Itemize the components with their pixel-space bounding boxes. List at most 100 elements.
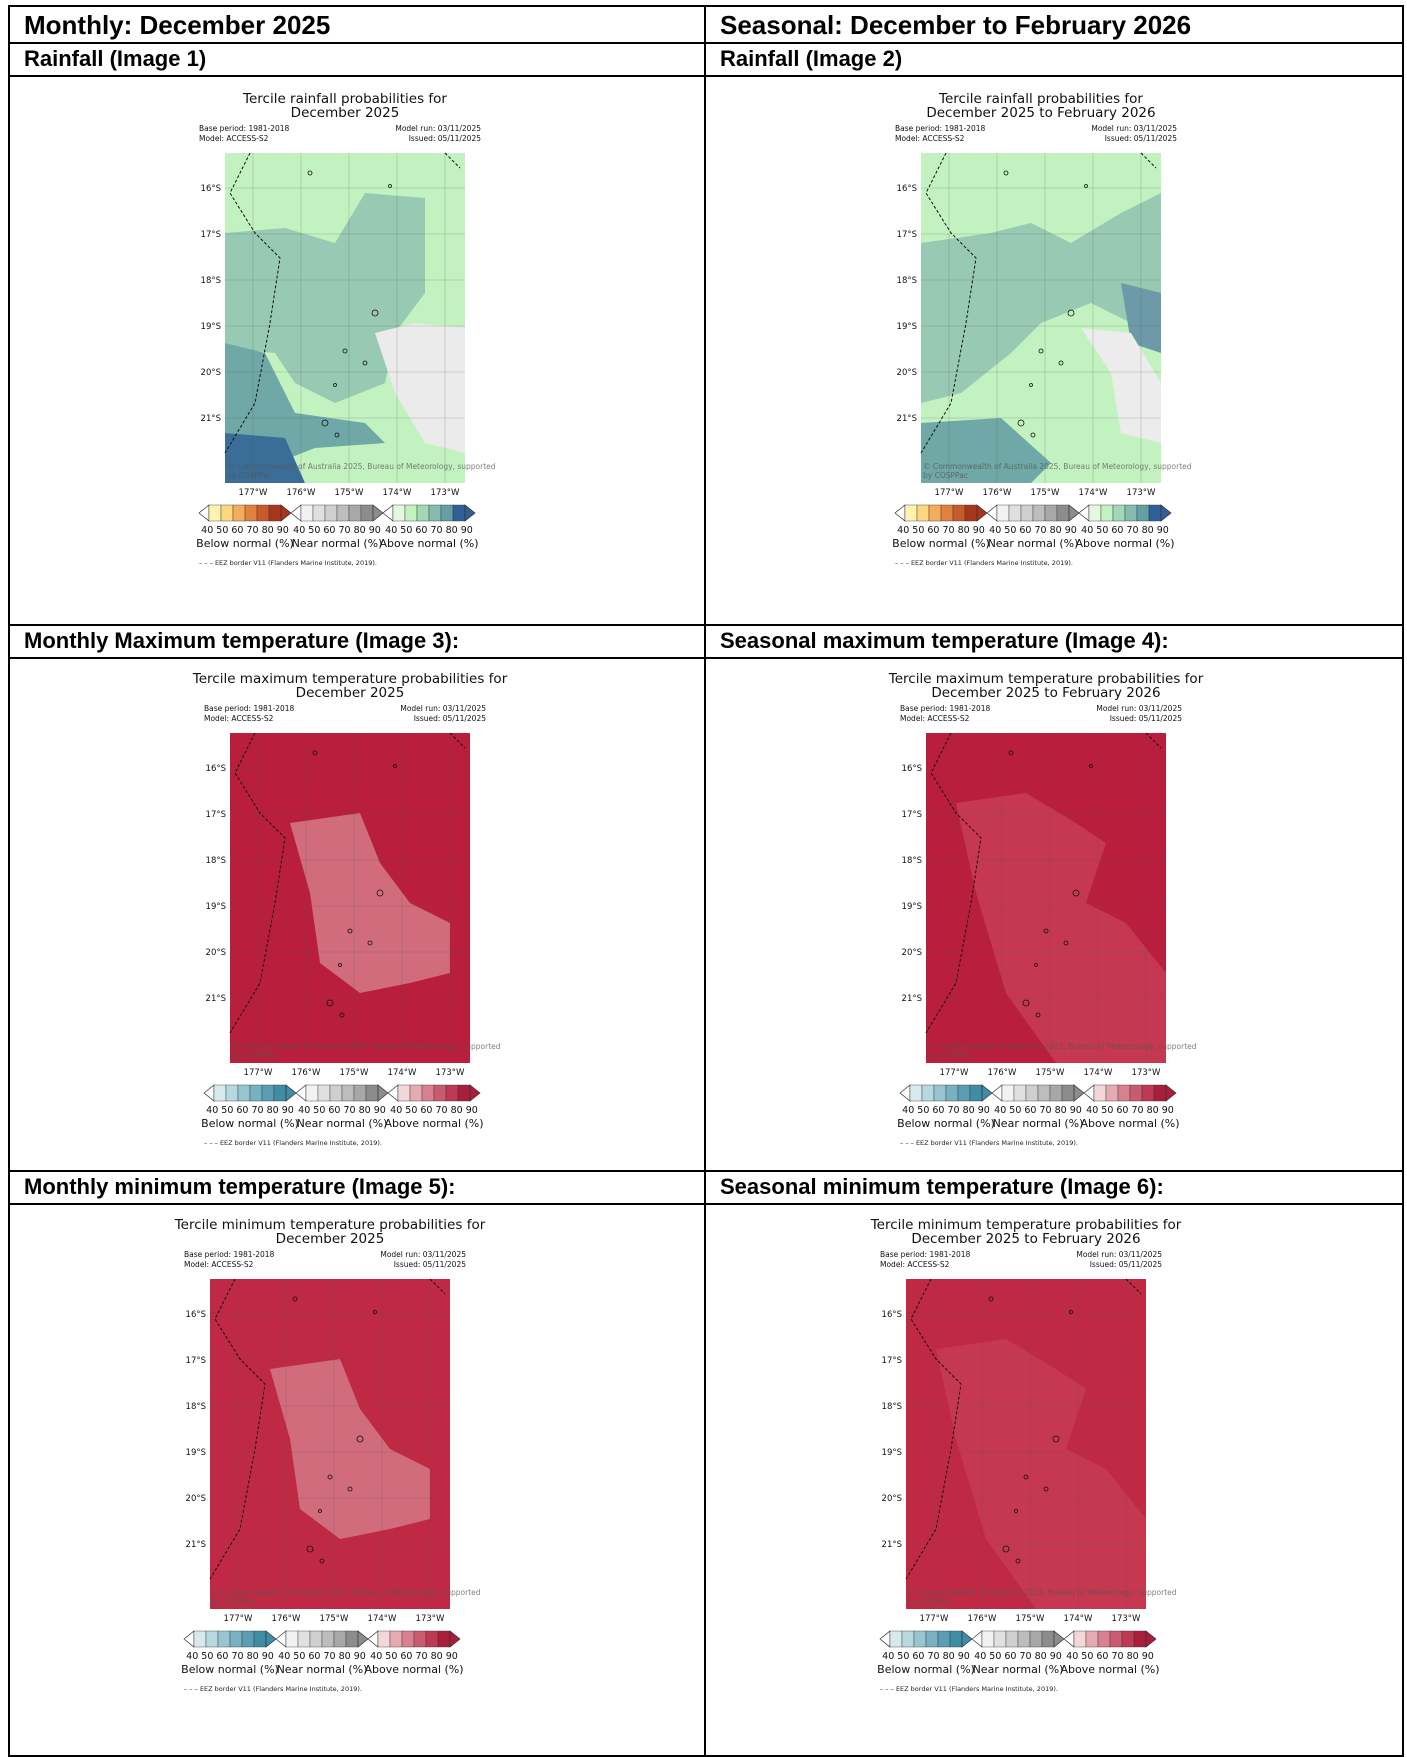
map-title-line1: Tercile rainfall probabilities for xyxy=(938,91,1143,107)
moderate-probability-region xyxy=(956,793,1166,1063)
map-area xyxy=(229,732,470,1063)
map-area xyxy=(224,152,465,483)
lat-tick-label: 16°S xyxy=(882,1310,902,1320)
colorbar-arrow-right xyxy=(285,1084,297,1102)
colorbar-ticks: 40 50 60 70 80 90 xyxy=(298,1105,386,1116)
lat-tick-label: 21°S xyxy=(186,1540,206,1550)
model-run: Model run: 03/11/2025 xyxy=(380,1250,466,1259)
island xyxy=(326,999,334,1007)
near-normal-region xyxy=(1081,328,1161,443)
colorbar-ticks: 40 50 60 70 80 90 xyxy=(994,1105,1082,1116)
island xyxy=(1043,928,1049,934)
above-normal-colorbar xyxy=(387,1084,481,1102)
lon-tick-label: 174°W xyxy=(383,488,412,498)
lon-tick-label: 173°W xyxy=(1132,1068,1161,1078)
colorbar-swatch xyxy=(904,504,918,522)
island xyxy=(1067,309,1075,317)
lat-tick-label: 18°S xyxy=(186,1402,206,1412)
colorbar-ticks: 40 50 60 70 80 90 xyxy=(186,1651,274,1662)
colorbar-swatch xyxy=(397,1084,411,1102)
issued-date: Issued: 05/11/2025 xyxy=(414,714,487,723)
colorbar-swatch xyxy=(273,1084,287,1102)
near-normal-colorbar xyxy=(295,1084,389,1102)
colorbar-swatch xyxy=(285,1630,299,1648)
lat-tick-label: 16°S xyxy=(902,764,922,774)
colorbar-swatch xyxy=(300,504,314,522)
colorbar-label: Above normal (%) xyxy=(364,1663,463,1676)
copyright-line1: © Commonwealth of Australia 2025, Bureau… xyxy=(908,1588,1177,1597)
colorbar-swatch xyxy=(268,504,282,522)
eez-border xyxy=(224,152,281,454)
colorbar-ticks: 40 50 60 70 80 90 xyxy=(897,525,985,536)
colorbar-swatch xyxy=(232,504,246,522)
colorbar-label: Above normal (%) xyxy=(379,537,478,550)
colorbar-ticks: 40 50 60 70 80 90 xyxy=(278,1651,366,1662)
colorbar-label: Near normal (%) xyxy=(277,1663,368,1676)
lat-tick-label: 18°S xyxy=(201,276,221,286)
lon-tick-label: 176°W xyxy=(272,1614,301,1624)
eez-legend: – – – EEZ border V11 (Flanders Marine In… xyxy=(895,559,1073,567)
eez-border-east xyxy=(449,732,466,749)
colorbar-swatch xyxy=(1061,1084,1075,1102)
tmin-seasonal-label: Seasonal minimum temperature (Image 6): xyxy=(704,1170,1404,1205)
issued-date: Issued: 05/11/2025 xyxy=(394,1260,467,1269)
colorbar-label: Below normal (%) xyxy=(181,1663,279,1676)
colorbar-swatch xyxy=(421,1084,435,1102)
island xyxy=(312,750,318,756)
lon-tick-label: 173°W xyxy=(1127,488,1156,498)
tmin-seasonal-cell: Tercile minimum temperature probabilitie… xyxy=(704,1203,1404,1757)
colorbar-arrow-left xyxy=(367,1630,379,1648)
colorbar-swatch xyxy=(445,1084,459,1102)
colorbar-swatch xyxy=(949,1630,963,1648)
lon-tick-label: 176°W xyxy=(287,488,316,498)
lat-tick-label: 21°S xyxy=(206,994,226,1004)
island xyxy=(342,348,348,354)
colorbar-swatch xyxy=(916,504,930,522)
island xyxy=(988,1296,994,1302)
below-normal-colorbar xyxy=(899,1084,993,1102)
eez-legend: – – – EEZ border V11 (Flanders Marine In… xyxy=(900,1139,1078,1147)
colorbar-swatch xyxy=(1044,504,1058,522)
colorbar-swatch xyxy=(1025,1084,1039,1102)
eez-border xyxy=(905,1278,962,1580)
colorbar-arrow-right xyxy=(1145,1630,1157,1648)
lon-tick-label: 173°W xyxy=(1112,1614,1141,1624)
colorbar-arrow-left xyxy=(203,1084,215,1102)
below-normal-colorbar xyxy=(894,504,988,522)
colorbar-swatch xyxy=(1093,1084,1107,1102)
lat-tick-label: 17°S xyxy=(902,810,922,820)
colorbar-arrow-right xyxy=(357,1630,369,1648)
colorbar-swatch xyxy=(452,504,466,522)
lon-tick-label: 174°W xyxy=(368,1614,397,1624)
colorbar-label: Above normal (%) xyxy=(1080,1117,1179,1130)
lat-tick-label: 18°S xyxy=(902,856,922,866)
lon-tick-label: 177°W xyxy=(940,1068,969,1078)
colorbar-arrow-left xyxy=(1078,504,1090,522)
base-period: Base period: 1981-2018 xyxy=(184,1250,275,1259)
lon-tick-label: 174°W xyxy=(388,1068,417,1078)
colorbar-swatch xyxy=(249,1084,263,1102)
colorbar-swatch xyxy=(993,1630,1007,1648)
colorbar-arrow-left xyxy=(1083,1084,1095,1102)
tercile-map: Tercile rainfall probabilities forDecemb… xyxy=(892,91,1192,567)
colorbar-swatch xyxy=(1041,1630,1055,1648)
colorbar-ticks: 40 50 60 70 80 90 xyxy=(370,1651,458,1662)
tercile-map: Tercile rainfall probabilities forDecemb… xyxy=(196,91,496,567)
island xyxy=(367,940,373,946)
colorbar-arrow-left xyxy=(991,1084,1003,1102)
island xyxy=(1089,764,1093,768)
island xyxy=(1072,889,1080,897)
wet-south-region xyxy=(921,418,1051,483)
island xyxy=(347,928,353,934)
colorbar-swatch xyxy=(928,504,942,522)
lat-tick-label: 21°S xyxy=(902,994,922,1004)
colorbar-swatch xyxy=(345,1630,359,1648)
colorbar-swatch xyxy=(1148,504,1162,522)
lon-tick-label: 174°W xyxy=(1079,488,1108,498)
base-period: Base period: 1981-2018 xyxy=(199,124,290,133)
island xyxy=(376,889,384,897)
colorbar-label: Below normal (%) xyxy=(201,1117,299,1130)
island xyxy=(1015,1558,1021,1564)
map-title-line2: December 2025 to February 2026 xyxy=(911,1231,1140,1247)
colorbar-label: Above normal (%) xyxy=(1075,537,1174,550)
